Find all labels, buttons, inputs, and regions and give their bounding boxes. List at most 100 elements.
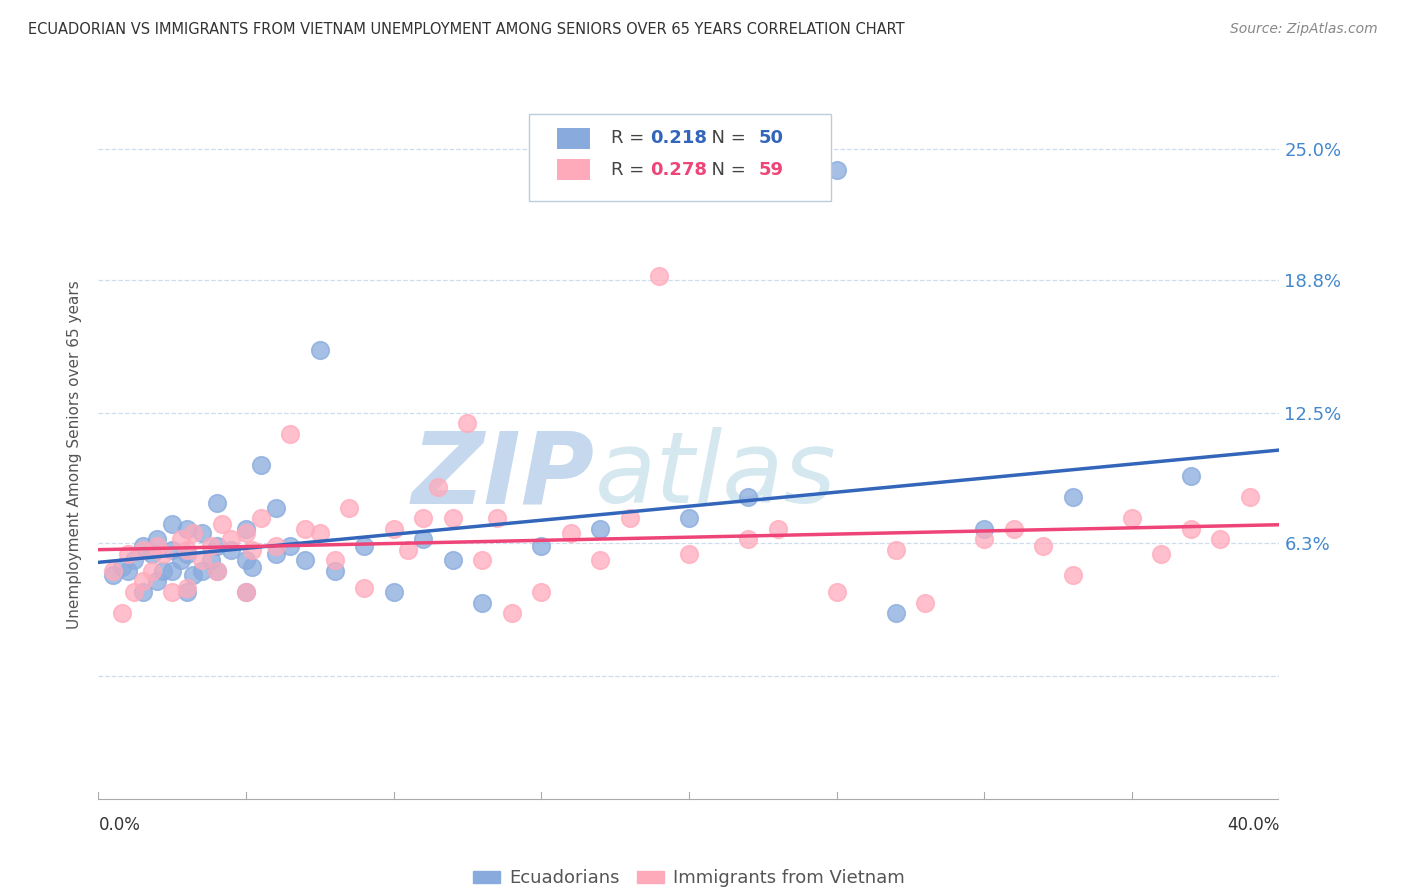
Point [200,539,222,553]
Text: Source: ZipAtlas.com: Source: ZipAtlas.com [1230,22,1378,37]
Point [235,522,257,536]
Point [162,542,183,557]
Point [1062,490,1084,504]
Point [884,606,907,620]
Text: 0.278: 0.278 [650,161,707,178]
Point [427,479,450,493]
Point [191,525,214,540]
Point [176,522,198,536]
Point [170,533,193,547]
Point [132,574,155,589]
Point [111,606,134,620]
Point [250,511,273,525]
Text: 0.218: 0.218 [650,129,707,147]
Point [396,542,419,557]
Point [309,343,332,357]
Point [146,533,169,547]
Point [884,542,907,557]
Point [264,547,287,561]
Point [103,568,125,582]
Point [219,533,242,547]
Point [1180,522,1202,536]
Point [141,564,163,578]
Point [294,522,316,536]
Point [766,522,789,536]
Point [103,564,125,578]
Point [235,585,257,599]
Point [235,525,257,540]
Point [176,585,198,599]
Point [309,525,332,540]
Point [382,585,405,599]
Point [441,511,464,525]
Point [162,517,183,532]
Point [1002,522,1025,536]
Point [1150,547,1173,561]
Point [211,517,233,532]
Point [353,581,375,595]
Point [240,542,263,557]
Point [501,606,523,620]
Point [181,568,204,582]
Point [219,542,242,557]
Point [323,564,346,578]
Point [294,553,316,567]
Point [678,511,700,525]
Point [486,511,509,525]
Point [1239,490,1261,504]
Point [176,581,198,595]
Point [117,564,139,578]
Point [170,553,193,567]
Point [825,585,848,599]
Point [589,522,612,536]
Text: atlas: atlas [595,427,837,524]
Point [240,559,263,574]
Point [235,553,257,567]
Point [278,539,302,553]
Point [176,547,198,561]
Point [412,533,434,547]
Text: R =: R = [612,129,650,147]
Point [648,268,671,283]
Point [456,417,478,431]
Text: 50: 50 [759,129,783,147]
Point [441,553,464,567]
Point [560,525,582,540]
Point [973,522,995,536]
Point [264,500,287,515]
FancyBboxPatch shape [557,128,589,149]
Point [250,458,273,473]
Point [1062,568,1084,582]
Point [1180,469,1202,483]
Point [678,547,700,561]
Point [200,553,222,567]
Y-axis label: Unemployment Among Seniors over 65 years: Unemployment Among Seniors over 65 years [67,281,83,629]
Point [191,564,214,578]
Point [205,564,228,578]
Point [162,564,183,578]
Point [152,547,174,561]
Point [973,533,995,547]
Text: ZIP: ZIP [412,427,595,524]
Point [471,553,494,567]
Point [323,553,346,567]
Point [191,553,214,567]
Point [176,542,198,557]
Text: 0.0%: 0.0% [98,816,141,834]
Point [278,426,302,441]
Point [132,539,155,553]
Text: R =: R = [612,161,650,178]
Point [382,522,405,536]
Point [146,574,169,589]
Point [339,500,360,515]
Point [205,496,228,510]
Point [353,539,375,553]
Point [589,553,612,567]
Point [471,595,494,609]
Point [530,539,553,553]
Point [117,547,139,561]
Text: N =: N = [700,161,751,178]
Point [264,539,287,553]
Point [205,564,228,578]
FancyBboxPatch shape [530,114,831,201]
